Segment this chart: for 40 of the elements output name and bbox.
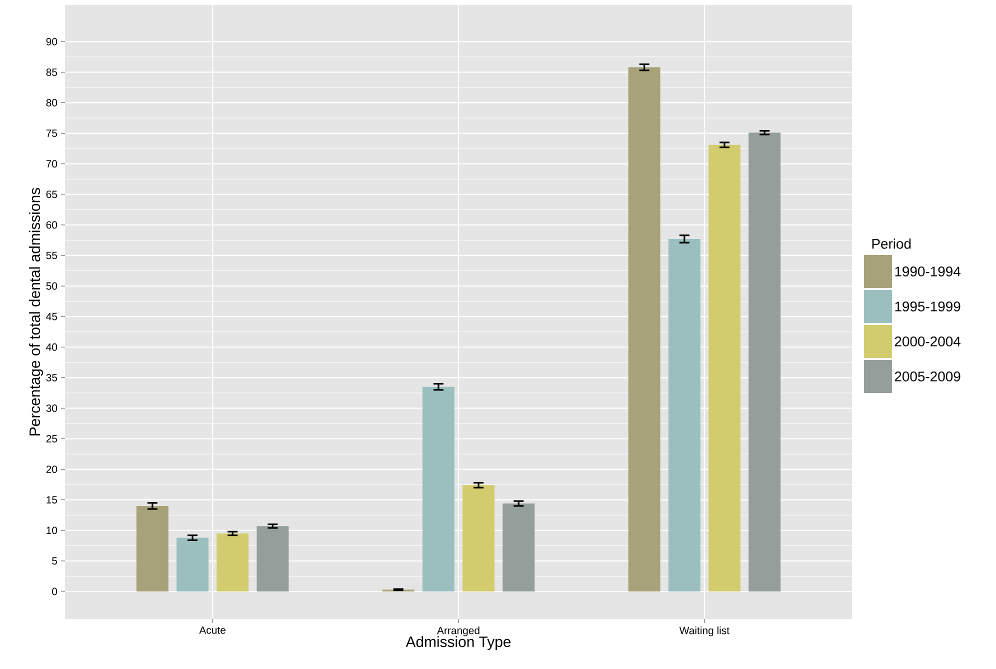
bar [502,504,535,592]
y-tick-label: 90 [46,38,58,46]
y-tick-label: 45 [46,312,58,320]
y-tick-label: 30 [46,404,58,412]
y-tick-label: 35 [46,374,58,382]
y-tick-label: 70 [46,160,58,168]
y-tick-label: 75 [46,130,58,137]
bar [708,144,740,592]
y-tick-label: 50 [46,282,58,290]
bar [668,238,700,592]
y-tick-label: 0 [52,588,58,596]
bar [748,132,781,592]
y-axis-title: Percentage of total dental admissions [29,188,44,436]
y-tick-label: 15 [46,496,58,504]
bar [256,526,289,592]
x-tick-label: Waiting list [679,626,730,636]
legend-title: Period [872,238,911,249]
y-tick-label: 10 [46,526,58,534]
bar [628,67,660,592]
legend-label: 1990-1994 [895,266,960,276]
y-tick-label: 40 [46,343,58,351]
bar [462,485,495,592]
legend-label: 1995-1999 [895,302,960,312]
bar [136,506,168,592]
legend-label: 2005-2009 [894,372,960,382]
y-tick-label: 55 [46,252,58,260]
y-tick-label: 20 [46,466,58,474]
y-tick-label: 65 [46,190,58,198]
y-tick-label: 85 [46,68,58,76]
y-tick-label: 5 [52,557,58,565]
bar [176,538,209,592]
x-axis-title: Admission Type [406,636,511,650]
bar [422,386,454,592]
x-tick-label: Arranged [437,626,480,636]
y-tick-label: 80 [46,99,58,106]
y-tick-label: 60 [46,221,58,229]
y-tick-label: 25 [46,435,58,442]
bar [216,533,249,592]
x-tick-label: Acute [199,626,226,634]
legend-label: 2000-2004 [894,336,960,346]
